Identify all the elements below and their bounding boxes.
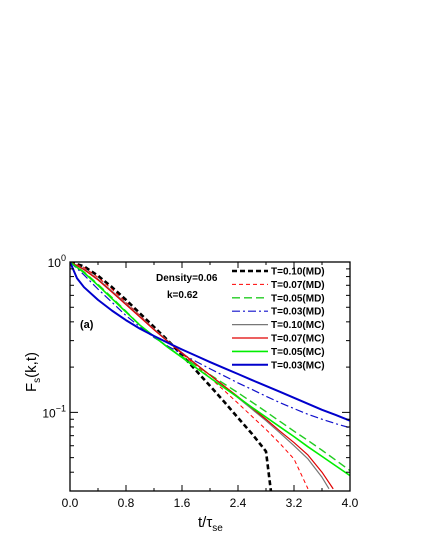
legend-label-8: T=0.03(MC): [271, 360, 325, 371]
x-axis-title: t/τse: [198, 514, 223, 534]
y-tick-label: 10−1: [42, 403, 66, 420]
series-line-4: [70, 262, 350, 429]
legend-label-7: T=0.05(MC): [271, 347, 325, 358]
legend: T=0.10(MD) T=0.07(MD) T=0.05(MD) T=0.03(MD)…: [232, 267, 325, 371]
ticks-layer: 0.0 0.8 1.6 2.4 3.2 4.0 100 10−1: [42, 253, 358, 510]
legend-label-6: T=0.07(MC): [271, 334, 325, 345]
x-tick-label: 0.0: [62, 496, 79, 510]
k-annotation: k=0.62: [167, 290, 198, 301]
x-tick-label: 4.0: [342, 496, 359, 510]
y-axis-title-subscript: s: [32, 378, 43, 383]
legend-label-1: T=0.10(MD): [271, 267, 325, 278]
series-line-6: [70, 262, 334, 490]
x-tick-label: 3.2: [286, 496, 303, 510]
x-tick-label: 1.6: [174, 496, 191, 510]
y-tick-label: 100: [48, 253, 66, 270]
series-line-7: [70, 262, 350, 477]
legend-label-3: T=0.05(MD): [271, 293, 325, 304]
series-line-2: [70, 262, 309, 490]
density-annotation: Density=0.06: [156, 273, 218, 284]
panel-label: (a): [80, 319, 94, 331]
legend-label-4: T=0.03(MD): [271, 307, 325, 318]
x-tick-label: 2.4: [230, 496, 247, 510]
legend-label-2: T=0.07(MD): [271, 280, 325, 291]
series-layer: [70, 262, 350, 491]
y-axis-title: Fs(k,t): [23, 352, 43, 392]
series-line-8: [70, 262, 350, 422]
x-tick-label: 0.8: [118, 496, 135, 510]
x-axis-title-subscript: se: [212, 523, 223, 534]
legend-label-5: T=0.10(MC): [271, 320, 325, 331]
